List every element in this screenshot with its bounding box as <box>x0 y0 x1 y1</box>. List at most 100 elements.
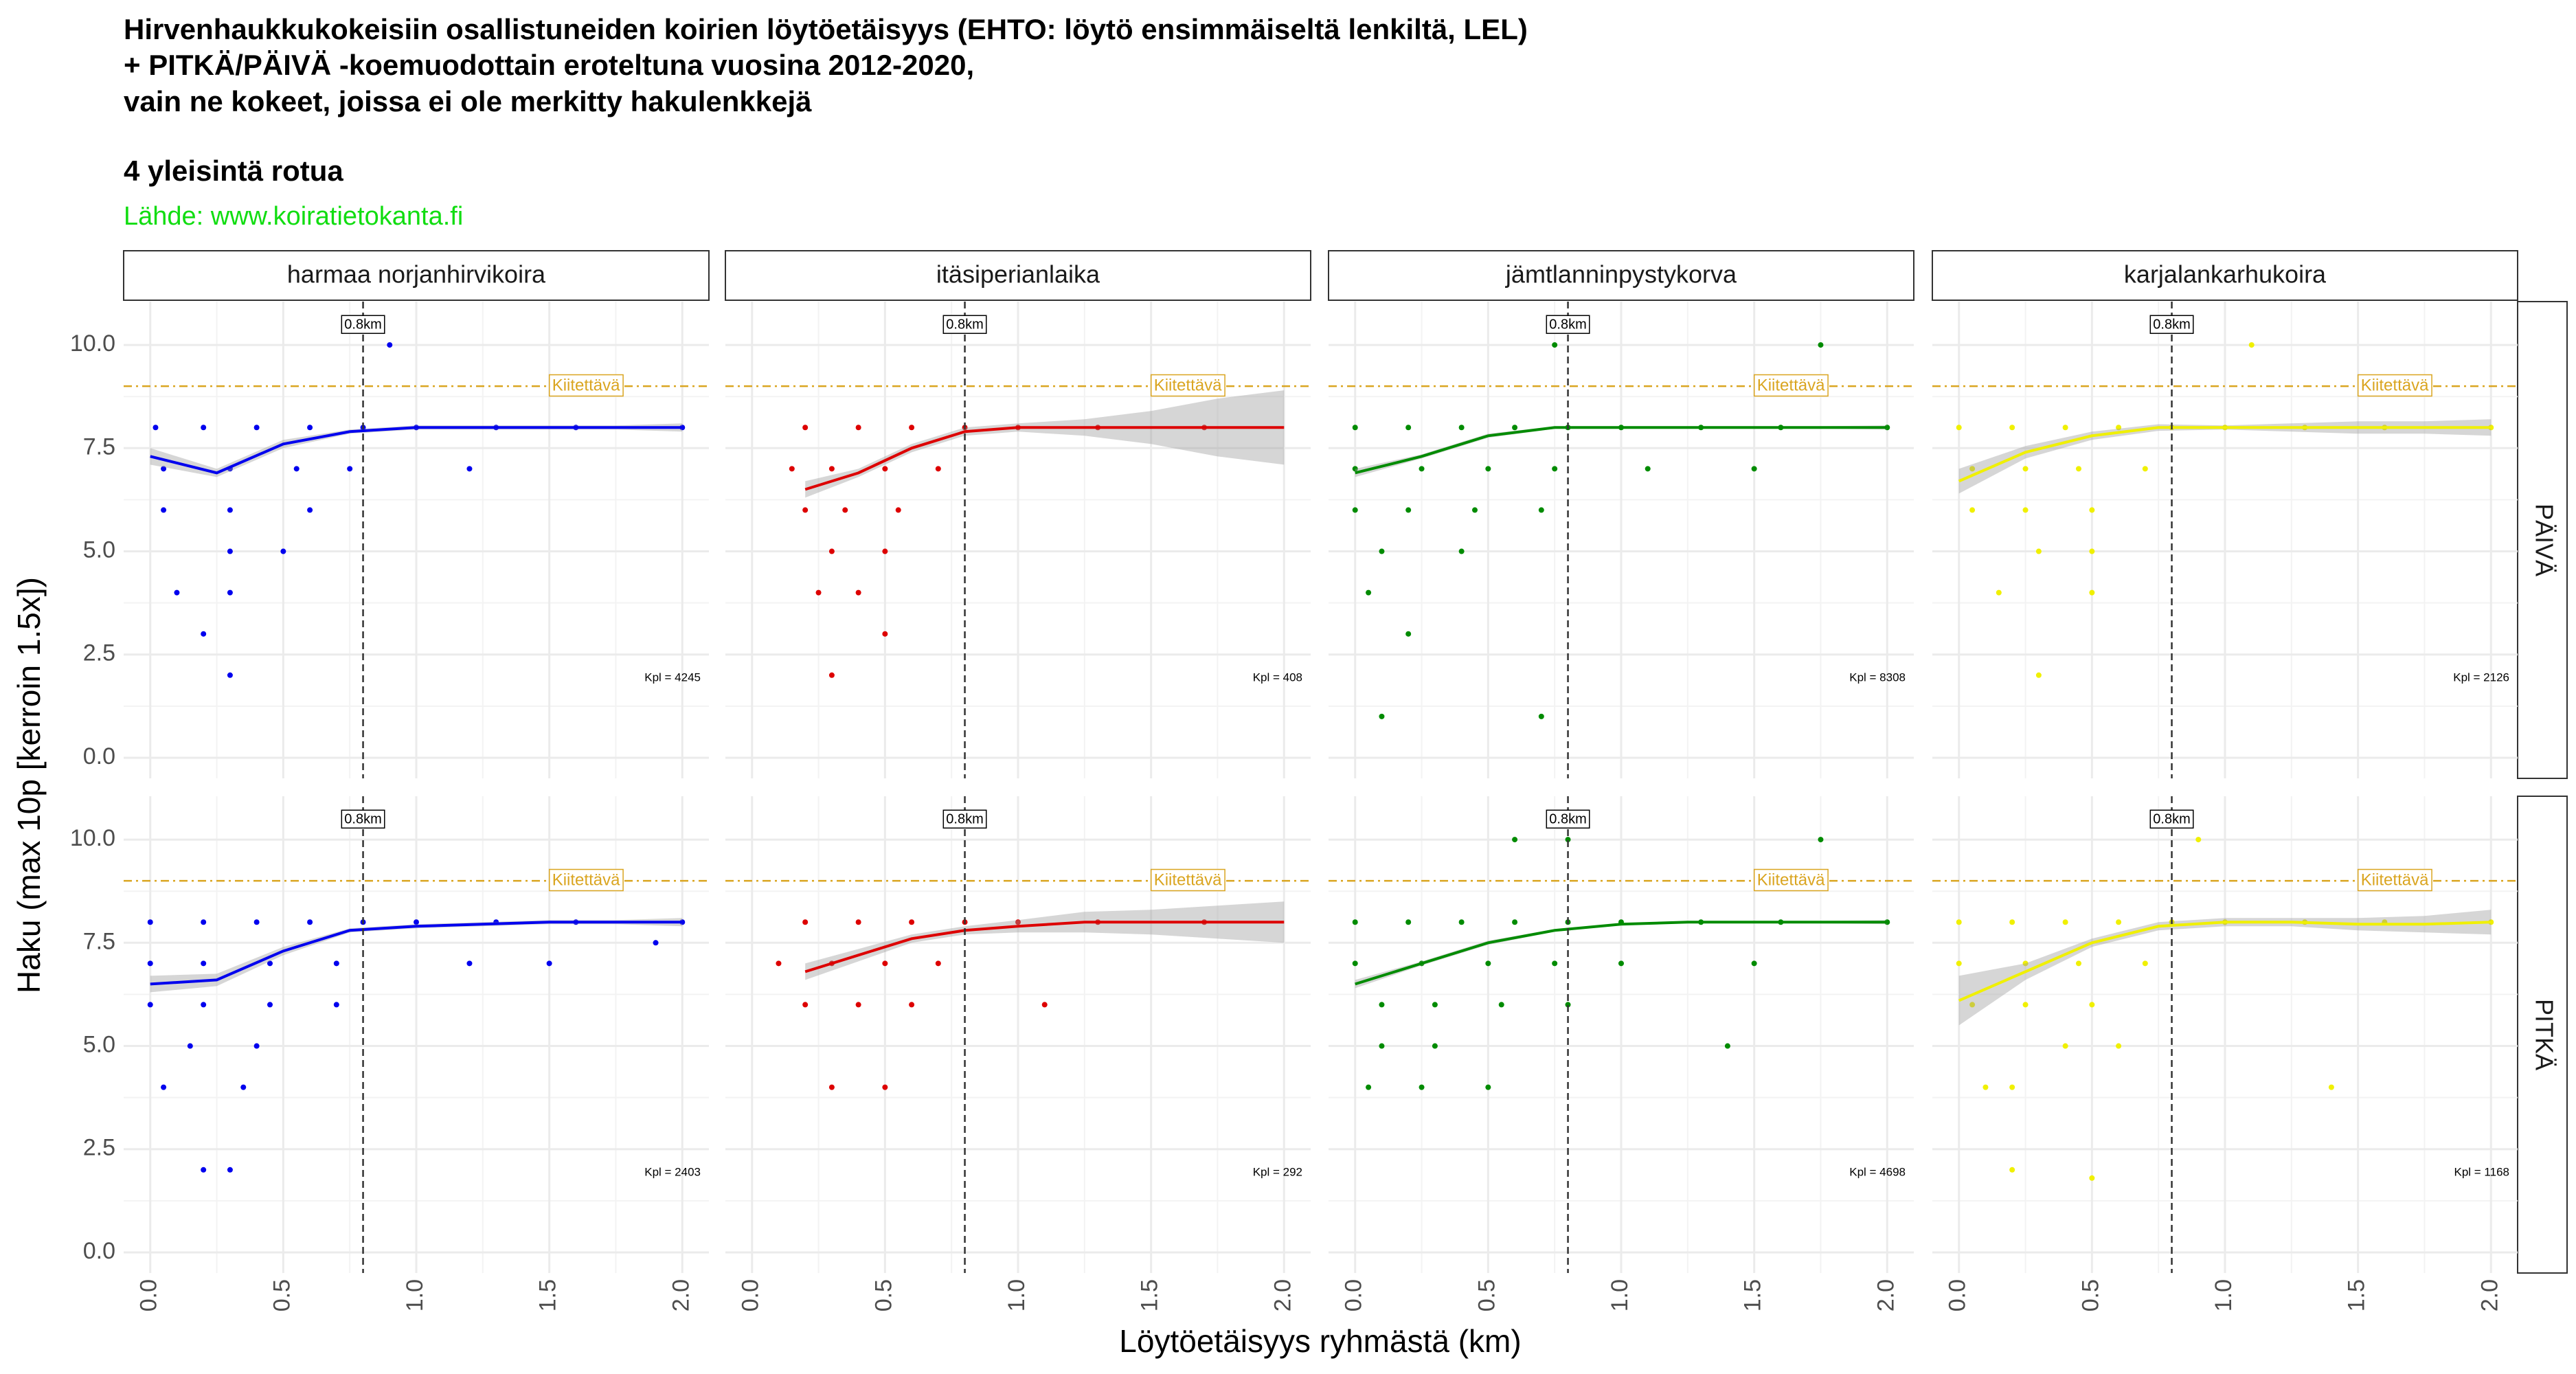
point <box>387 342 393 348</box>
point <box>1419 1084 1425 1090</box>
point <box>147 960 153 967</box>
point <box>895 507 901 513</box>
facet-label: harmaa norjanhirvikoira <box>287 260 546 289</box>
x-tick-label: 0.5 <box>1473 1279 1500 1311</box>
x-tick-label: 2.0 <box>2476 1279 2502 1311</box>
hline-label: Kiitettävä <box>1154 376 1222 395</box>
point <box>2009 919 2015 925</box>
point <box>1366 1084 1372 1090</box>
title-line: vain ne kokeet, joissa ei ole merkitty h… <box>124 85 812 117</box>
point <box>2089 548 2095 554</box>
point <box>935 960 941 967</box>
point <box>2076 466 2081 472</box>
point <box>935 466 941 472</box>
point <box>1405 507 1412 513</box>
point <box>1458 425 1465 431</box>
y-tick-label: 10.0 <box>70 825 115 851</box>
point <box>855 589 861 596</box>
subtitle: 4 yleisintä rotua <box>124 155 343 187</box>
x-axis-label: Löytöetäisyys ryhmästä (km) <box>1119 1323 1521 1359</box>
vline-label: 0.8km <box>946 317 983 332</box>
point <box>187 1043 193 1049</box>
point <box>828 672 835 678</box>
point <box>1956 960 1962 967</box>
y-tick-label: 0.0 <box>83 743 115 769</box>
point <box>802 919 809 925</box>
smooth-line <box>804 921 1285 973</box>
smooth-ribbon <box>1958 910 2492 1026</box>
y-axis-label: Haku (max 10p [kerroin 1.5x]) <box>11 577 47 993</box>
point <box>201 1002 207 1008</box>
point <box>1724 1043 1730 1049</box>
point <box>227 507 233 513</box>
point <box>815 589 822 596</box>
point <box>1982 1084 1989 1090</box>
point <box>227 589 233 596</box>
y-tick-label: 5.0 <box>83 537 115 563</box>
point <box>1618 960 1624 967</box>
point <box>2035 672 2042 678</box>
point <box>227 672 233 678</box>
point <box>1041 1002 1048 1008</box>
point <box>1015 919 1021 925</box>
vline-label: 0.8km <box>2153 811 2190 826</box>
vline-label-box <box>942 315 987 335</box>
panel: 0.8km Kiitettävä Kpl = 4698 <box>1329 796 1914 1273</box>
x-tick-label: 0.0 <box>738 1279 764 1311</box>
count-label: Kpl = 4698 <box>1849 1166 1906 1179</box>
point <box>855 425 861 431</box>
point <box>201 960 207 967</box>
point <box>227 548 233 554</box>
hline-label: Kiitettävä <box>2361 871 2429 890</box>
point <box>253 919 260 925</box>
count-label: Kpl = 8308 <box>1849 671 1906 684</box>
x-tick-label: 2.0 <box>1873 1279 1899 1311</box>
vline-label: 0.8km <box>1549 317 1586 332</box>
x-tick-label: 1.5 <box>2344 1279 2370 1311</box>
point <box>2089 589 2095 596</box>
point <box>1969 507 1976 513</box>
vline-label: 0.8km <box>344 317 381 332</box>
x-tick-label: 1.5 <box>1137 1279 1163 1311</box>
point <box>1645 466 1651 472</box>
point <box>267 1002 273 1008</box>
point <box>333 960 339 967</box>
x-tick-label: 1.0 <box>2211 1279 2237 1311</box>
panel: 0.8km Kiitettävä Kpl = 2403 <box>124 796 709 1273</box>
panel: 0.8km Kiitettävä Kpl = 4245 <box>124 302 709 778</box>
point <box>2022 1002 2029 1008</box>
vline-label-box <box>341 315 385 335</box>
facet-label: karjalankarhukoira <box>2124 260 2327 289</box>
x-tick-label: 2.0 <box>1269 1279 1296 1311</box>
vline-label: 0.8km <box>344 811 381 826</box>
point <box>227 1167 233 1173</box>
point <box>1366 589 1372 596</box>
point <box>1751 960 1757 967</box>
point <box>882 960 888 967</box>
point <box>882 631 888 637</box>
point <box>267 960 273 967</box>
smooth-line <box>150 426 683 475</box>
point <box>1405 631 1412 637</box>
vline-label: 0.8km <box>2153 317 2190 332</box>
x-tick-label: 0.5 <box>269 1279 295 1311</box>
point <box>2009 1084 2015 1090</box>
y-tick-label: 7.5 <box>83 433 115 460</box>
point <box>2022 507 2029 513</box>
facet-strip <box>1932 250 2518 301</box>
hline-label-box <box>1753 868 1829 892</box>
vline-label-box <box>341 809 385 829</box>
vline-label-box <box>2149 315 2194 335</box>
hline-label: Kiitettävä <box>1757 376 1825 395</box>
point <box>2089 507 2095 513</box>
point <box>161 466 167 472</box>
point <box>855 1002 861 1008</box>
point <box>2062 919 2068 925</box>
point <box>2022 466 2029 472</box>
point <box>161 507 167 513</box>
panel: 0.8km Kiitettävä Kpl = 1168 <box>1932 796 2518 1273</box>
point <box>2195 837 2202 843</box>
point <box>828 466 835 472</box>
point <box>1472 507 1478 513</box>
